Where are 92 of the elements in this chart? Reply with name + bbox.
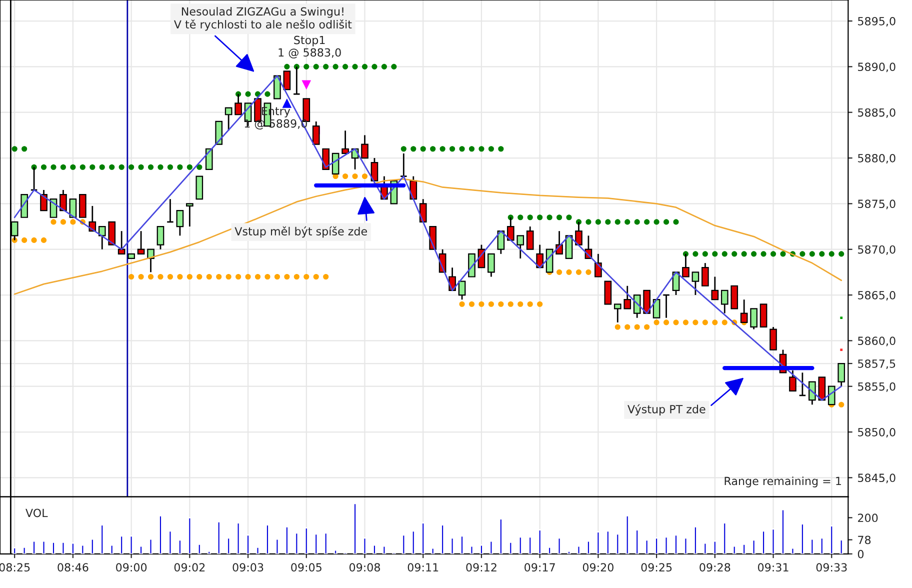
line-series bbox=[14, 75, 842, 401]
candlestick bbox=[702, 262, 709, 287]
candlestick bbox=[770, 326, 777, 351]
candlestick bbox=[730, 285, 738, 310]
candlestick bbox=[69, 198, 77, 218]
annotation: Stop1 1 @ 5883,0 bbox=[278, 36, 341, 58]
candlestick bbox=[604, 280, 612, 305]
candlestick bbox=[50, 198, 58, 218]
candlestick bbox=[711, 276, 719, 300]
x-tick-label: 09:02 bbox=[174, 563, 205, 572]
candlestick bbox=[643, 290, 650, 314]
point bbox=[840, 316, 843, 320]
x-tick-label: 09:20 bbox=[582, 563, 614, 572]
y-tick-label: 5845,0 bbox=[858, 474, 896, 484]
candlestick bbox=[740, 298, 748, 324]
candlestick bbox=[682, 253, 690, 278]
candlestick bbox=[614, 303, 622, 324]
candlestick bbox=[808, 381, 816, 406]
candlestick bbox=[818, 376, 826, 401]
annotation: Range remaining = 1 bbox=[724, 476, 841, 488]
candlestick bbox=[79, 194, 86, 218]
candlestick bbox=[196, 176, 204, 200]
x-tick-label: 09:28 bbox=[700, 563, 730, 572]
x-tick-label: 09:00 bbox=[116, 563, 147, 572]
candlestick bbox=[342, 130, 349, 154]
x-tick-label: 09:08 bbox=[349, 563, 380, 572]
candlestick bbox=[234, 93, 242, 116]
candlestick bbox=[720, 290, 728, 314]
y-tick-label: 5850,0 bbox=[858, 428, 896, 438]
candlestick bbox=[624, 285, 632, 310]
annotation: Nesoulad ZIGZAGu a Swingu! V tě rychlosti to ale nešlo odlišit bbox=[174, 7, 352, 31]
x-tick-label: 09:31 bbox=[758, 563, 788, 572]
candlestick bbox=[186, 202, 194, 228]
candlestick bbox=[98, 226, 106, 250]
annotation: VOL bbox=[26, 508, 48, 518]
candlestick bbox=[224, 107, 232, 132]
candlestick bbox=[283, 70, 291, 90]
y-tick-label: 200 bbox=[858, 514, 878, 522]
line-series bbox=[14, 178, 842, 295]
candlestick bbox=[760, 304, 768, 328]
candlestick bbox=[60, 189, 67, 212]
x-tick-label: 09:11 bbox=[408, 563, 438, 572]
candlestick bbox=[633, 294, 641, 319]
candlestick bbox=[828, 386, 836, 406]
annotation: Výstup PT zde bbox=[628, 404, 706, 416]
candlestick bbox=[789, 370, 796, 392]
candlestick bbox=[488, 253, 495, 278]
y-tick-label: 5860,0 bbox=[858, 336, 896, 346]
y-tick-label: 0 bbox=[858, 550, 864, 558]
candlestick bbox=[361, 134, 368, 159]
y-tick-label: 5890,0 bbox=[858, 62, 896, 72]
point bbox=[840, 348, 843, 352]
candlestick bbox=[750, 308, 758, 330]
x-tick-label: 09:12 bbox=[466, 563, 496, 572]
y-tick-label: 5885,0 bbox=[858, 108, 896, 118]
y-tick-label: 5895,0 bbox=[858, 16, 896, 27]
y-tick-label: 5875,0 bbox=[858, 200, 896, 210]
y-tick-label: 78 bbox=[858, 536, 871, 544]
candlestick bbox=[516, 234, 524, 260]
candlestick bbox=[137, 230, 145, 255]
x-tick-label: 09:05 bbox=[291, 563, 322, 572]
point bbox=[302, 80, 312, 90]
point bbox=[282, 98, 292, 108]
x-tick-label: 09:03 bbox=[232, 563, 264, 572]
y-tick-label: 5855,0 bbox=[858, 382, 896, 392]
candlestick bbox=[156, 226, 164, 250]
candlestick bbox=[838, 362, 846, 388]
candlestick bbox=[575, 221, 582, 246]
candlestick bbox=[692, 271, 700, 296]
candlestick bbox=[468, 253, 476, 278]
candlestick bbox=[526, 226, 534, 250]
candlestick bbox=[176, 210, 184, 236]
y-tick-label: 5880,0 bbox=[858, 154, 896, 164]
y-tick-label: 5870,0 bbox=[858, 245, 896, 255]
candlestick bbox=[594, 253, 602, 278]
x-tick-label: 08:46 bbox=[58, 563, 88, 572]
annotation: Vstup měl být spíše zde bbox=[234, 226, 367, 238]
candlestick bbox=[565, 235, 573, 260]
candlestick bbox=[458, 280, 466, 300]
candlestick bbox=[205, 148, 213, 170]
y-tick-label: 5865,0 bbox=[858, 290, 896, 301]
x-tick-label: 09:17 bbox=[524, 563, 555, 572]
candlestick bbox=[108, 221, 116, 246]
candlestick bbox=[506, 216, 514, 241]
x-tick-label: 09:33 bbox=[816, 563, 847, 572]
x-tick-label: 09:25 bbox=[641, 563, 672, 572]
candlestick bbox=[292, 66, 300, 95]
candlestick bbox=[652, 299, 660, 318]
candlestick bbox=[166, 198, 174, 223]
candlestick bbox=[118, 230, 126, 255]
y-tick-label: 5857,5 bbox=[858, 359, 896, 370]
candlestick bbox=[370, 157, 378, 182]
